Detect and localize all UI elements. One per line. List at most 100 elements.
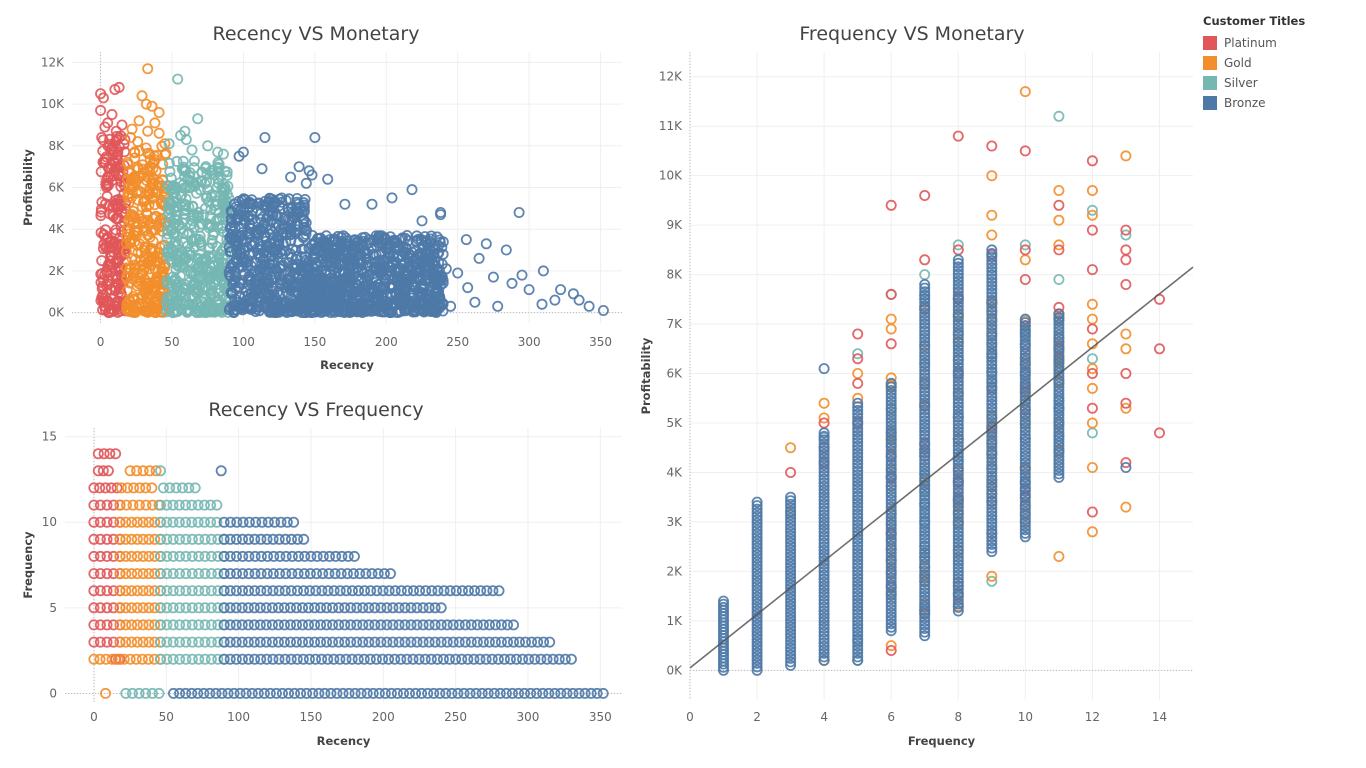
data-point[interactable] [986, 308, 998, 320]
data-point[interactable] [414, 291, 426, 303]
data-point[interactable] [529, 653, 541, 665]
data-point[interactable] [252, 687, 264, 699]
data-point[interactable] [818, 477, 830, 489]
data-point[interactable] [430, 273, 442, 285]
data-point[interactable] [785, 544, 797, 556]
data-point[interactable] [148, 302, 160, 314]
data-point[interactable] [401, 229, 413, 241]
data-point[interactable] [453, 619, 465, 631]
data-point[interactable] [199, 619, 211, 631]
data-point[interactable] [1086, 402, 1098, 414]
data-point[interactable] [426, 585, 438, 597]
data-point[interactable] [124, 263, 136, 275]
data-point[interactable] [1053, 332, 1065, 344]
data-point[interactable] [986, 255, 998, 267]
data-point[interactable] [161, 278, 173, 290]
data-point[interactable] [785, 551, 797, 563]
data-point[interactable] [1019, 383, 1031, 395]
data-point[interactable] [751, 514, 763, 526]
data-point[interactable] [314, 240, 326, 252]
data-point[interactable] [1019, 439, 1031, 451]
data-point[interactable] [986, 470, 998, 482]
data-point[interactable] [785, 505, 797, 517]
data-point[interactable] [409, 259, 421, 271]
data-point[interactable] [149, 619, 161, 631]
data-point[interactable] [92, 448, 104, 460]
data-point[interactable] [261, 533, 273, 545]
data-point[interactable] [818, 615, 830, 627]
data-point[interactable] [751, 594, 763, 606]
data-point[interactable] [919, 397, 931, 409]
data-point[interactable] [559, 653, 571, 665]
data-point[interactable] [272, 602, 284, 614]
data-point[interactable] [852, 415, 864, 427]
data-point[interactable] [495, 619, 507, 631]
data-point[interactable] [885, 483, 897, 495]
data-point[interactable] [328, 653, 340, 665]
data-point[interactable] [131, 239, 143, 251]
data-point[interactable] [751, 598, 763, 610]
data-point[interactable] [179, 199, 191, 211]
data-point[interactable] [154, 585, 166, 597]
data-point[interactable] [264, 258, 276, 270]
data-point[interactable] [178, 261, 190, 273]
data-point[interactable] [481, 585, 493, 597]
data-point[interactable] [1120, 501, 1132, 513]
data-point[interactable] [126, 585, 138, 597]
data-point[interactable] [952, 422, 964, 434]
data-point[interactable] [785, 659, 797, 671]
data-point[interactable] [986, 276, 998, 288]
data-point[interactable] [1053, 360, 1065, 372]
data-point[interactable] [447, 619, 459, 631]
data-point[interactable] [852, 544, 864, 556]
data-point[interactable] [207, 288, 219, 300]
data-point[interactable] [237, 242, 249, 254]
data-point[interactable] [138, 259, 150, 271]
data-point[interactable] [284, 636, 296, 648]
data-point[interactable] [447, 636, 459, 648]
data-point[interactable] [422, 298, 434, 310]
data-point[interactable] [236, 619, 248, 631]
data-point[interactable] [345, 636, 357, 648]
data-point[interactable] [885, 547, 897, 559]
data-point[interactable] [1053, 199, 1065, 211]
data-point[interactable] [751, 608, 763, 620]
data-point[interactable] [986, 434, 998, 446]
data-point[interactable] [215, 465, 227, 477]
data-point[interactable] [852, 644, 864, 656]
data-point[interactable] [101, 636, 113, 648]
data-point[interactable] [162, 224, 174, 236]
data-point[interactable] [275, 516, 287, 528]
data-point[interactable] [523, 284, 535, 296]
data-point[interactable] [952, 279, 964, 291]
data-point[interactable] [212, 602, 224, 614]
data-point[interactable] [450, 585, 462, 597]
data-point[interactable] [885, 614, 897, 626]
data-point[interactable] [885, 526, 897, 538]
data-point[interactable] [230, 533, 242, 545]
data-point[interactable] [751, 507, 763, 519]
data-point[interactable] [417, 636, 429, 648]
data-point[interactable] [885, 452, 897, 464]
data-point[interactable] [224, 550, 236, 562]
data-point[interactable] [218, 533, 230, 545]
data-point[interactable] [952, 465, 964, 477]
data-point[interactable] [885, 381, 897, 393]
data-point[interactable] [131, 516, 143, 528]
data-point[interactable] [351, 636, 363, 648]
data-point[interactable] [1053, 357, 1065, 369]
data-point[interactable] [186, 550, 198, 562]
data-point[interactable] [280, 568, 292, 580]
data-point[interactable] [333, 619, 345, 631]
data-point[interactable] [122, 156, 134, 168]
data-point[interactable] [919, 465, 931, 477]
data-point[interactable] [389, 585, 401, 597]
data-point[interactable] [919, 508, 931, 520]
data-point[interactable] [852, 522, 864, 534]
data-point[interactable] [363, 636, 375, 648]
data-point[interactable] [435, 209, 447, 221]
data-point[interactable] [416, 687, 428, 699]
data-point[interactable] [258, 201, 270, 213]
data-point[interactable] [163, 291, 175, 303]
data-point[interactable] [249, 585, 261, 597]
